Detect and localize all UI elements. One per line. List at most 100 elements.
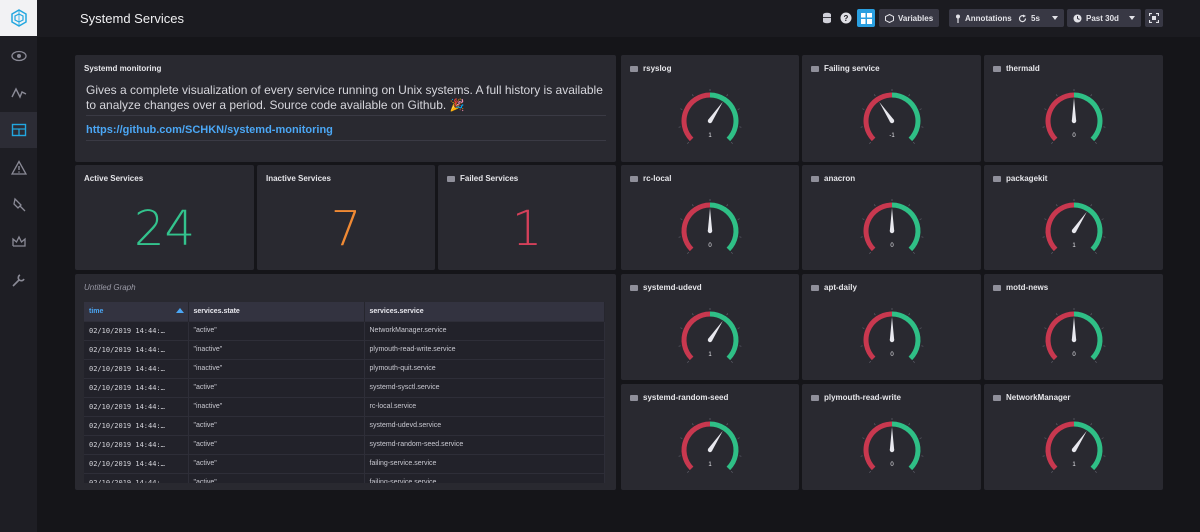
dashboard-icon[interactable] xyxy=(0,112,37,148)
gauge-title: anacron xyxy=(824,174,856,183)
gauge-tick xyxy=(691,313,694,316)
gauge-tick xyxy=(1055,204,1058,207)
gauge-panel: rsyslog 1 xyxy=(621,55,799,162)
pulse-icon[interactable] xyxy=(0,75,37,111)
comment-icon xyxy=(630,284,638,291)
comment-icon xyxy=(993,65,1001,72)
state-cell: "active" xyxy=(188,320,365,340)
gauge-tick xyxy=(687,361,689,363)
gauge-tick xyxy=(1101,218,1104,220)
gauge-value: 1 xyxy=(708,352,712,358)
gauge-tick xyxy=(868,142,871,144)
gauge-tick xyxy=(868,361,871,363)
table-row: 02/10/2019 14:44:… "inactive" rc-local.ser… xyxy=(84,396,605,416)
fullscreen-icon xyxy=(1149,13,1159,23)
monitoring-panel: Systemd monitoring Gives a complete visu… xyxy=(75,55,616,162)
gauge-tick xyxy=(873,94,876,97)
service-cell: failing-service.service xyxy=(364,472,605,483)
gauge-panel: rc-local 0 xyxy=(621,165,799,270)
gauge-arc-high xyxy=(891,421,920,471)
help-icon[interactable]: ? xyxy=(838,10,854,26)
gauge: 1 xyxy=(678,308,742,363)
gauge-tick xyxy=(1050,142,1053,144)
gauge-arc-high xyxy=(1073,202,1102,252)
gauge-panel: packagekit 1 xyxy=(984,165,1163,270)
gauge-arc-low xyxy=(1045,202,1074,252)
table-row: 02/10/2019 14:44:… "active" NetworkManager… xyxy=(84,320,605,340)
gauge-arc-low xyxy=(681,92,711,142)
gauge-needle xyxy=(1071,98,1076,121)
variables-label: Variables xyxy=(898,13,934,23)
fullscreen-button[interactable] xyxy=(1145,9,1163,27)
service-cell: systemd-random-seed.service xyxy=(364,434,605,454)
gauge-panel: Failing service -1 xyxy=(802,55,981,162)
state-cell: "active" xyxy=(188,377,365,397)
panel-title: Failed Services xyxy=(447,174,518,183)
time-cell: 02/10/2019 14:44:… xyxy=(84,339,189,359)
plug-icon[interactable] xyxy=(0,187,37,223)
gauge-value: 0 xyxy=(890,462,894,468)
column-header-service[interactable]: services.service xyxy=(364,302,605,321)
sidebar xyxy=(0,0,37,532)
column-header-state[interactable]: services.state xyxy=(188,302,365,321)
pin-icon xyxy=(956,14,960,23)
time-cell: 02/10/2019 14:44:… xyxy=(84,377,189,397)
gauge-tick xyxy=(1043,327,1046,329)
table-row: 02/10/2019 14:44:… "inactive" plymouth-rea… xyxy=(84,339,605,359)
gauge-arc-high xyxy=(1073,92,1102,142)
panel-title: apt-daily xyxy=(811,283,857,292)
gauge-hub xyxy=(1071,337,1076,343)
monitoring-description: Gives a complete visualization of every … xyxy=(86,83,603,112)
time-cell: 02/10/2019 14:44:… xyxy=(84,472,189,483)
state-cell: "active" xyxy=(188,434,365,454)
gauge-arc-low xyxy=(863,311,892,361)
comment-icon xyxy=(811,175,819,182)
gauge-tick xyxy=(726,94,729,97)
github-link[interactable]: https://github.com/SCHKN/systemd-monitor… xyxy=(86,124,333,136)
gauge-tick xyxy=(1043,437,1046,439)
timerange-dropdown[interactable]: Past 30d xyxy=(1067,9,1141,27)
gauge: 1 xyxy=(1042,199,1105,254)
dashboard-switch-icon[interactable] xyxy=(857,9,875,27)
gauge-tick xyxy=(861,437,864,439)
database-icon[interactable] xyxy=(819,10,835,26)
gauge-tick xyxy=(737,108,740,110)
service-cell: rc-local.service xyxy=(364,396,605,416)
panel-title: packagekit xyxy=(993,174,1047,183)
column-header-time[interactable]: time xyxy=(84,302,189,321)
active-services-panel: Active Services 24 xyxy=(75,165,254,270)
gauge-tick xyxy=(1089,423,1092,426)
comment-icon xyxy=(811,394,819,401)
service-cell: plymouth-read-write.service xyxy=(364,339,605,359)
gauge-tick xyxy=(737,218,740,220)
gauge-arc-high xyxy=(709,421,739,471)
wrench-icon[interactable] xyxy=(0,262,37,298)
service-cell: failing-service.service xyxy=(364,453,605,473)
panel-title: systemd-udevd xyxy=(630,283,702,292)
gauge-arc-high xyxy=(891,311,920,361)
comment-icon xyxy=(993,284,1001,291)
services-table[interactable]: time services.state services.service 02/… xyxy=(84,302,605,483)
logo-icon[interactable] xyxy=(0,0,37,36)
service-cell: systemd-udevd.service xyxy=(364,415,605,435)
comment-icon xyxy=(993,175,1001,182)
gauge-value: -1 xyxy=(889,133,895,139)
gauge-needle xyxy=(878,101,894,123)
gauge-tick xyxy=(1050,471,1053,473)
alert-icon[interactable] xyxy=(0,150,37,186)
crown-icon[interactable] xyxy=(0,224,37,260)
gauge-title: packagekit xyxy=(1006,174,1048,183)
table-panel: Untitled Graph time services.state servi… xyxy=(75,274,616,490)
eye-icon[interactable] xyxy=(0,38,37,74)
table-row: 02/10/2019 14:44:… "active" failing-servic… xyxy=(84,453,605,473)
annotations-button[interactable]: Annotations xyxy=(949,9,1018,27)
gauge-title: apt-daily xyxy=(824,283,857,292)
gauge-hub xyxy=(707,337,713,343)
gauge-title: Failing service xyxy=(824,64,880,73)
gauge-tick xyxy=(691,204,694,207)
variables-button[interactable]: Variables xyxy=(879,9,940,27)
gauge-tick xyxy=(680,218,683,220)
cube-icon xyxy=(885,13,894,23)
refresh-dropdown[interactable]: 5s xyxy=(1012,9,1064,27)
page-title: Systemd Services xyxy=(80,11,185,26)
